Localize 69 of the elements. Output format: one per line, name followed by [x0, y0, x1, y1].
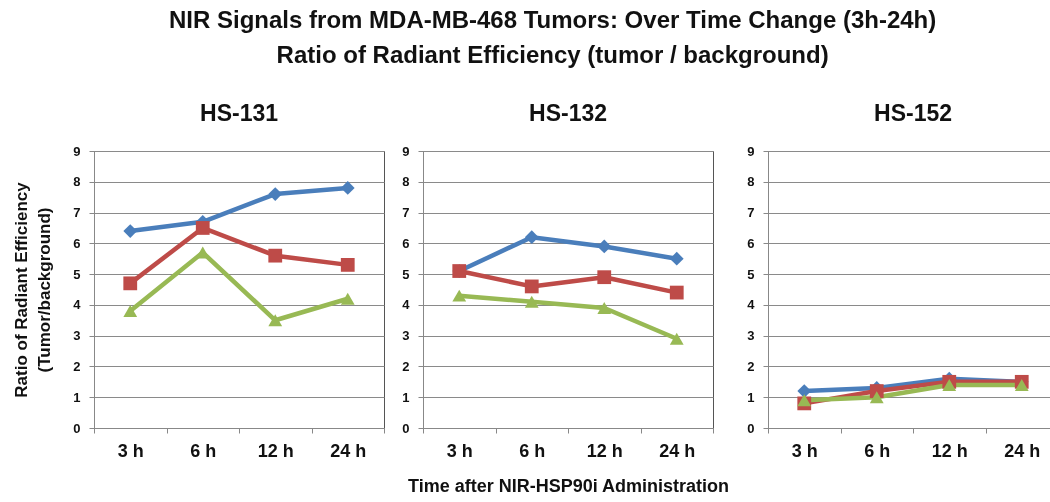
point — [340, 181, 355, 195]
x-tick-label: 12 h — [586, 440, 623, 461]
y-tick-label: 3 — [747, 328, 755, 344]
y-tick-label: 0 — [402, 420, 410, 436]
y-tick-label: 5 — [73, 266, 81, 282]
y-tick-label: 5 — [402, 266, 410, 282]
y-axis-title: Ratio of Radiant Efficiency (Tumor/background) — [12, 181, 55, 398]
point — [524, 279, 539, 294]
y-tick-label: 4 — [747, 297, 756, 313]
chart-title: HS-152 — [874, 100, 952, 126]
y-tick-label: 7 — [402, 205, 410, 221]
y-tick-label: 6 — [73, 235, 81, 251]
point — [268, 248, 283, 263]
point — [597, 270, 612, 285]
y-tick-label: 7 — [747, 205, 755, 221]
point — [123, 305, 138, 318]
x-tick-label: 12 h — [931, 440, 968, 461]
point — [597, 239, 612, 254]
y-tick-label: 2 — [747, 358, 755, 374]
point — [340, 292, 355, 305]
y-tick-label: 6 — [747, 235, 755, 251]
point — [669, 332, 684, 345]
y-tick-label: 0 — [73, 420, 81, 436]
chart-title: HS-132 — [529, 100, 607, 126]
y-tick-label: 7 — [73, 205, 81, 221]
chart-title: HS-131 — [200, 100, 279, 126]
y-tick-label: 2 — [402, 358, 410, 374]
y-tick-label: 9 — [747, 143, 755, 159]
text: NIR Signals from MDA-MB-468 Tumors: Over Time Change (3h-24h) — [169, 5, 937, 33]
point — [669, 251, 684, 266]
x-tick-label: 3 h — [446, 440, 473, 461]
y-tick-label: 1 — [73, 389, 81, 405]
y-tick-label: 4 — [402, 297, 411, 313]
y-tick-label: 2 — [73, 358, 81, 374]
y-tick-label: 6 — [402, 235, 410, 251]
y-tick-label: 8 — [402, 174, 410, 190]
y-tick-label: 9 — [73, 143, 81, 159]
x-tick-label: 6 h — [519, 440, 546, 461]
point — [195, 221, 210, 235]
point — [524, 230, 539, 245]
y-tick-label: 1 — [402, 389, 410, 405]
y-tick-label: 8 — [747, 174, 755, 190]
x-tick-label: 6 h — [864, 440, 891, 461]
x-tick-label: 3 h — [791, 440, 818, 461]
text: Ratio of Radiant Efficiency (tumor / background) — [276, 40, 829, 68]
point — [452, 289, 467, 302]
point — [524, 295, 539, 308]
y-tick-label: 8 — [73, 174, 81, 190]
point — [340, 257, 355, 272]
y-tick-label: 0 — [747, 420, 755, 436]
point — [268, 314, 283, 327]
point — [597, 302, 612, 314]
y-tick-label: 3 — [402, 328, 410, 344]
y-tick-label: 9 — [402, 143, 410, 159]
point — [123, 224, 138, 238]
x-tick-label: 24 h — [1004, 440, 1041, 461]
x-tick-label: 6 h — [190, 440, 217, 461]
point — [123, 276, 138, 291]
y-tick-label: 5 — [747, 266, 755, 282]
x-tick-label: 24 h — [330, 440, 367, 461]
point — [268, 187, 283, 201]
y-tick-label: 1 — [747, 389, 755, 405]
y-tick-label: 4 — [73, 297, 82, 313]
point — [669, 285, 684, 300]
x-tick-label: 3 h — [117, 440, 144, 461]
y-tick-label: 3 — [73, 328, 81, 344]
x-tick-label: 24 h — [659, 440, 696, 461]
x-tick-label: 12 h — [257, 440, 294, 461]
x-axis-title: Time after NIR-HSP90i Administration — [407, 475, 730, 496]
